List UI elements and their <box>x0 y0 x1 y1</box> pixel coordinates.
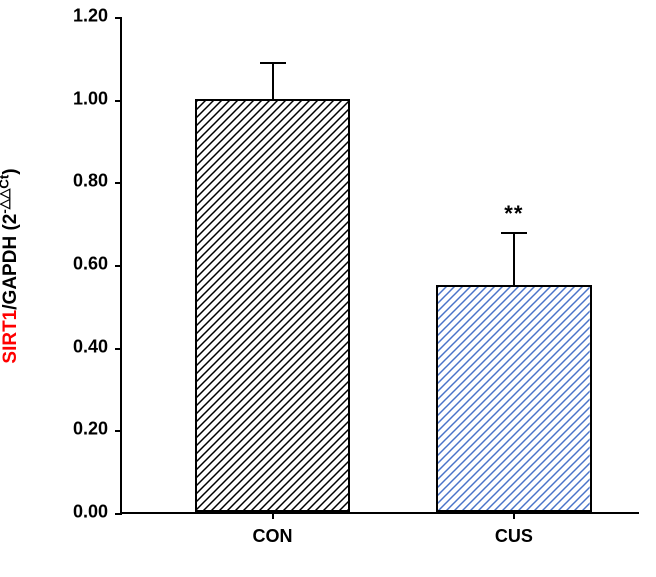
y-tick-label: 0.40 <box>73 336 122 357</box>
y-tick-label: 0.00 <box>73 502 122 523</box>
y-tick-label: 0.60 <box>73 254 122 275</box>
y-axis-label: SIRT1/GAPDH (2-△△Ct) <box>0 168 22 363</box>
bar-chart: 0.000.200.400.600.801.001.20CONCUS** SIR… <box>0 0 656 577</box>
y-tick-label: 1.00 <box>73 88 122 109</box>
significance-marker: ** <box>504 201 523 227</box>
y-tick-label: 0.20 <box>73 419 122 440</box>
error-cap <box>501 232 527 234</box>
error-bar <box>513 233 515 287</box>
plot-area: 0.000.200.400.600.801.001.20CONCUS** <box>120 18 639 514</box>
x-tick-label: CON <box>253 512 293 547</box>
y-tick-label: 0.80 <box>73 171 122 192</box>
bar-cus <box>436 285 592 512</box>
error-bar <box>272 63 274 100</box>
error-cap <box>260 62 286 64</box>
x-tick-label: CUS <box>495 512 533 547</box>
y-tick-label: 1.20 <box>73 6 122 27</box>
bar-con <box>195 99 351 512</box>
